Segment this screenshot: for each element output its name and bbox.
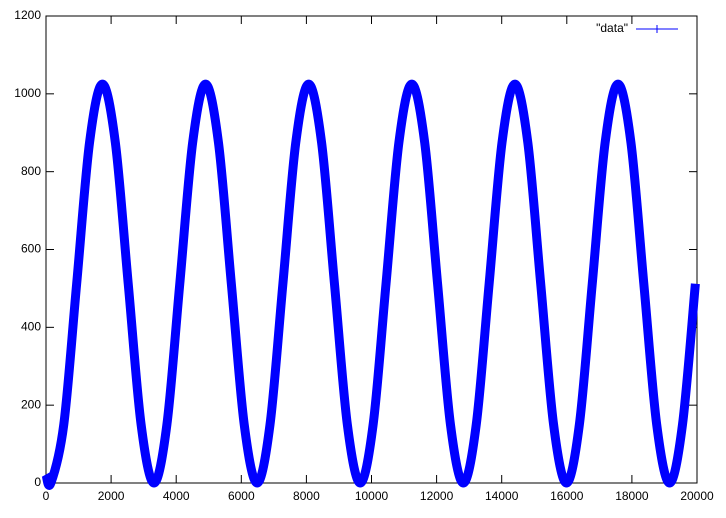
x-tick-label: 14000 <box>485 489 519 503</box>
y-tick-label: 1200 <box>14 8 41 22</box>
x-tick-label: 16000 <box>550 489 584 503</box>
x-tick-label: 2000 <box>98 489 125 503</box>
x-tick-label: 0 <box>43 489 50 503</box>
legend-marker <box>653 25 661 33</box>
x-tick-label: 18000 <box>615 489 649 503</box>
y-tick-label: 400 <box>21 320 41 334</box>
x-tick-label: 10000 <box>355 489 389 503</box>
x-tick-label: 8000 <box>293 489 320 503</box>
legend-label: "data" <box>596 21 628 35</box>
data-line <box>41 79 700 490</box>
x-tick-label: 20000 <box>680 489 714 503</box>
y-tick-label: 600 <box>21 242 41 256</box>
y-tick-label: 1000 <box>14 86 41 100</box>
y-tick-label: 0 <box>34 475 41 489</box>
y-tick-label: 200 <box>21 397 41 411</box>
x-tick-label: 6000 <box>228 489 255 503</box>
x-tick-label: 4000 <box>163 489 190 503</box>
x-tick-label: 12000 <box>420 489 454 503</box>
y-tick-label: 800 <box>21 164 41 178</box>
